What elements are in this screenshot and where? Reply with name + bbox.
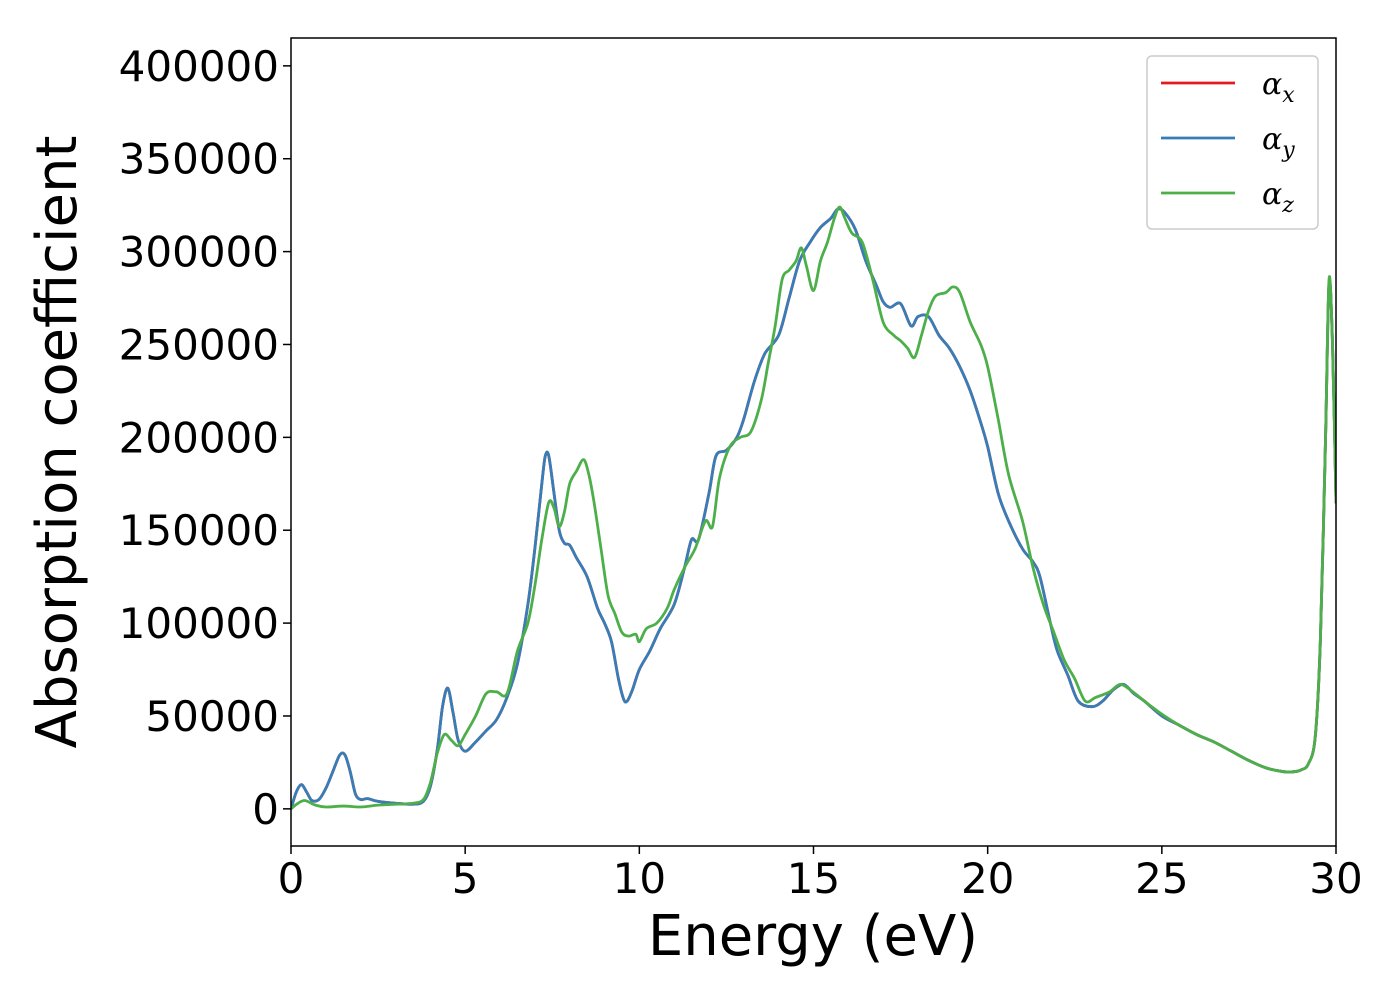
x-tick-label: 25 bbox=[1135, 854, 1188, 903]
y-tick-label: 100000 bbox=[119, 599, 279, 648]
series-line-z bbox=[291, 205, 1336, 811]
legend-label-x: αx bbox=[1262, 67, 1295, 108]
series-layer bbox=[291, 205, 1336, 811]
y-tick-label: 250000 bbox=[119, 320, 279, 369]
x-tick-label: 20 bbox=[961, 854, 1014, 903]
y-axis: 0 50000 100000 150000 200000 250000 300000 3500… bbox=[119, 42, 291, 834]
y-tick-label: 350000 bbox=[119, 135, 279, 184]
y-tick-label: 200000 bbox=[119, 413, 279, 462]
legend-box bbox=[1146, 55, 1319, 230]
legend-label-z: αz bbox=[1262, 177, 1294, 218]
y-tick-label: 150000 bbox=[119, 506, 279, 555]
x-tick-label: 10 bbox=[613, 854, 666, 903]
x-tick-label: 0 bbox=[278, 854, 305, 903]
legend: αx αy αz bbox=[1146, 55, 1319, 230]
x-tick-label: 30 bbox=[1309, 854, 1362, 903]
y-tick-label: 300000 bbox=[119, 228, 279, 277]
x-tick-label: 5 bbox=[452, 854, 479, 903]
y-tick-label: 0 bbox=[252, 785, 279, 834]
x-axis: 0 5 10 15 20 25 30 bbox=[278, 846, 1363, 903]
legend-label-y: αy bbox=[1262, 122, 1295, 163]
y-tick-label: 50000 bbox=[145, 692, 279, 741]
x-axis-label: Energy (eV) bbox=[648, 904, 978, 969]
x-tick-label: 15 bbox=[787, 854, 840, 903]
y-tick-label: 400000 bbox=[119, 42, 279, 91]
y-axis-label: Absorption coefficient bbox=[25, 136, 90, 749]
